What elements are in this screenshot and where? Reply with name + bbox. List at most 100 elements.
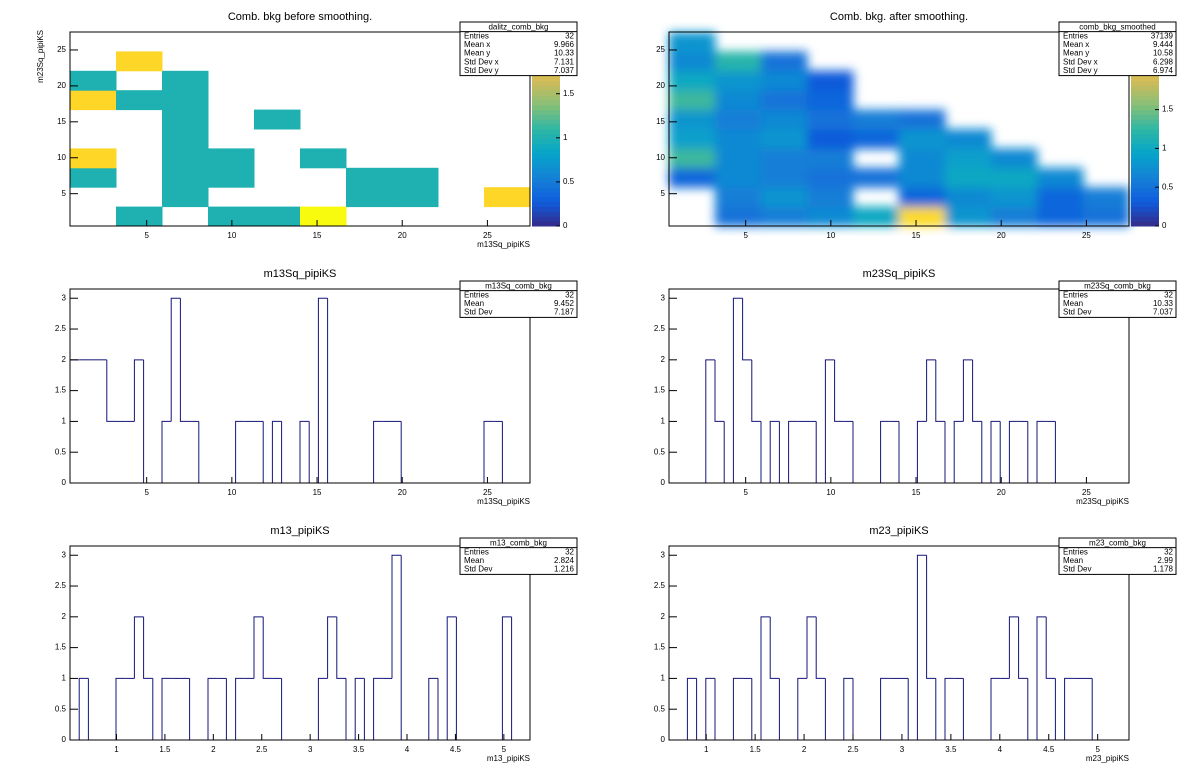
bin: [483, 420, 494, 483]
bin: [143, 616, 153, 679]
y-tick-label: 10: [57, 153, 66, 162]
cell: [715, 206, 762, 227]
stats-label: Mean x: [1063, 40, 1089, 49]
cell: [669, 167, 716, 188]
z-tick-label: 0: [1162, 221, 1167, 230]
palette-slice: [532, 109, 560, 115]
stats-label: Mean: [1063, 556, 1083, 565]
cell: [162, 109, 209, 130]
cell: [761, 148, 808, 169]
stats-frame: [459, 280, 578, 318]
bin: [926, 359, 936, 422]
bin: [806, 616, 817, 679]
palette-slice: [532, 167, 560, 174]
cell: [669, 148, 716, 169]
frame: [69, 31, 531, 227]
bin: [834, 359, 844, 422]
palette-slice: [1131, 187, 1159, 193]
stats-label: Mean y: [1063, 49, 1089, 58]
cell: [669, 109, 716, 130]
stats-value: 32: [565, 548, 574, 557]
cell: [162, 70, 209, 91]
bin: [916, 554, 927, 740]
y-tick-label: 25: [57, 45, 66, 54]
bin: [990, 677, 1001, 740]
palette-slice: [532, 153, 560, 159]
bin: [788, 420, 798, 483]
x-tick-label: 5: [502, 745, 507, 754]
bin: [373, 677, 383, 740]
x-tick-label: 1.5: [159, 745, 171, 754]
palette-slice: [1131, 201, 1159, 208]
cell: [254, 206, 301, 227]
cell: [761, 187, 808, 208]
y-tick-label: 2: [62, 355, 67, 364]
palette-slice: [532, 138, 560, 145]
stats-value: 7.037: [554, 66, 575, 75]
x-axis-label: m13Sq_pipiKS: [477, 497, 530, 506]
bin: [769, 420, 780, 483]
bin: [373, 420, 383, 483]
stats-value: 9.966: [554, 40, 575, 49]
cell: [853, 109, 900, 130]
cell: [761, 109, 808, 130]
frame: [668, 31, 1130, 227]
palette-slice: [1131, 133, 1159, 140]
y-tick-label: 20: [57, 81, 66, 90]
cell: [715, 129, 762, 149]
bin: [207, 677, 218, 740]
palette-slice: [1131, 148, 1159, 154]
x-tick-label: 15: [313, 488, 322, 497]
cell: [991, 167, 1038, 188]
palette-slice: [1131, 167, 1159, 174]
cells: [70, 51, 531, 227]
x-axis-label: m23Sq_pipiKS: [1076, 497, 1129, 506]
stats-frame: [1058, 280, 1177, 318]
y-tick-label: 2: [661, 612, 666, 621]
cell: [254, 109, 301, 130]
stats-label: Entries: [1063, 32, 1088, 41]
palette-slice: [1131, 211, 1159, 217]
stats-label: Std Dev x: [464, 57, 499, 66]
bin: [760, 616, 771, 740]
palette-slice: [1131, 158, 1159, 164]
cell: [761, 129, 808, 149]
palette-slice: [532, 95, 560, 101]
stats-label: Mean x: [464, 40, 490, 49]
palette-slice: [1131, 80, 1159, 86]
stats-label: Entries: [1063, 291, 1088, 300]
cell: [116, 206, 163, 227]
stats-label: Entries: [1063, 548, 1088, 557]
frame: [668, 545, 1130, 741]
stats-value: 10.33: [554, 49, 575, 58]
z-tick-label: 0.5: [563, 177, 575, 186]
bin: [78, 677, 89, 740]
y-tick-label: 0.5: [55, 704, 67, 713]
stats-title: m23Sq_comb_bkg: [1084, 281, 1151, 290]
bin: [235, 420, 245, 483]
cell: [991, 187, 1038, 208]
cell: [162, 129, 209, 149]
stats-value: 2.99: [1157, 556, 1173, 565]
y-tick-label: 20: [656, 81, 665, 90]
cell: [116, 51, 163, 72]
bin: [1018, 616, 1028, 679]
y-tick-label: 1: [62, 674, 67, 683]
y-tick-label: 3: [661, 550, 666, 559]
palette-slice: [1131, 95, 1159, 101]
cell: [300, 148, 347, 169]
x-axis-label: m23_pipiKS: [1086, 754, 1129, 763]
cell: [807, 90, 854, 111]
x-tick-label: 4.5: [450, 745, 462, 754]
cell: [807, 129, 854, 149]
x-axis-label: m13Sq_pipiKS: [477, 240, 530, 249]
bin: [1036, 616, 1047, 740]
cell: [484, 187, 531, 208]
x-tick-label: 1: [114, 745, 119, 754]
cell: [899, 129, 946, 149]
y-tick-label: 0: [62, 735, 67, 744]
